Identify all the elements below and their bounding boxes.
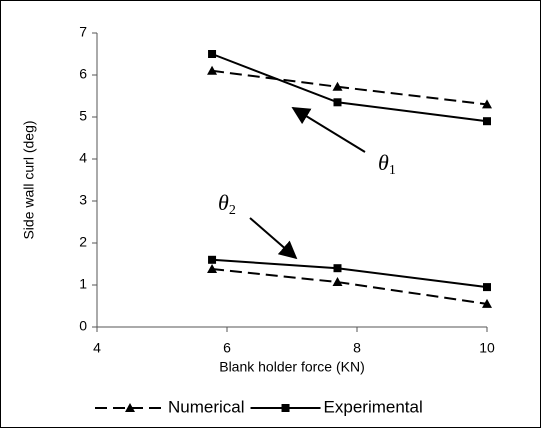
y-tick-label: 1 bbox=[79, 276, 87, 292]
annotation: θ1 bbox=[378, 150, 396, 178]
legend-label: Numerical bbox=[168, 397, 245, 416]
y-tick-label: 0 bbox=[79, 318, 87, 334]
marker-triangle bbox=[207, 65, 218, 75]
marker-square bbox=[483, 283, 491, 292]
marker-triangle bbox=[332, 277, 343, 287]
marker-triangle bbox=[482, 298, 492, 308]
x-tick-label: 6 bbox=[223, 340, 231, 356]
marker-triangle bbox=[207, 264, 218, 274]
legend-label: Experimental bbox=[324, 397, 423, 416]
x-tick-label: 8 bbox=[353, 340, 361, 356]
marker-triangle bbox=[482, 99, 492, 109]
x-axis-label: Blank holder force (KN) bbox=[219, 359, 365, 375]
marker-square bbox=[208, 50, 217, 58]
marker-square bbox=[208, 255, 217, 264]
marker-square bbox=[281, 404, 290, 412]
x-tick-label: 10 bbox=[479, 340, 495, 356]
arrow bbox=[291, 107, 366, 153]
y-tick-label: 4 bbox=[79, 150, 87, 166]
y-tick-label: 3 bbox=[79, 192, 87, 208]
marker-triangle bbox=[125, 403, 135, 412]
arrow bbox=[249, 217, 298, 260]
y-tick-label: 2 bbox=[79, 234, 87, 250]
y-tick-label: 5 bbox=[79, 108, 87, 124]
marker-triangle bbox=[332, 81, 343, 91]
marker-square bbox=[483, 117, 491, 126]
marker-square bbox=[333, 98, 342, 107]
annotation: θ2 bbox=[218, 190, 236, 218]
x-tick-label: 4 bbox=[93, 340, 101, 356]
y-tick-label: 6 bbox=[79, 66, 87, 82]
marker-square bbox=[333, 264, 342, 273]
y-tick-label: 7 bbox=[79, 24, 87, 40]
y-axis-label: Side wall curl (deg) bbox=[21, 120, 37, 239]
